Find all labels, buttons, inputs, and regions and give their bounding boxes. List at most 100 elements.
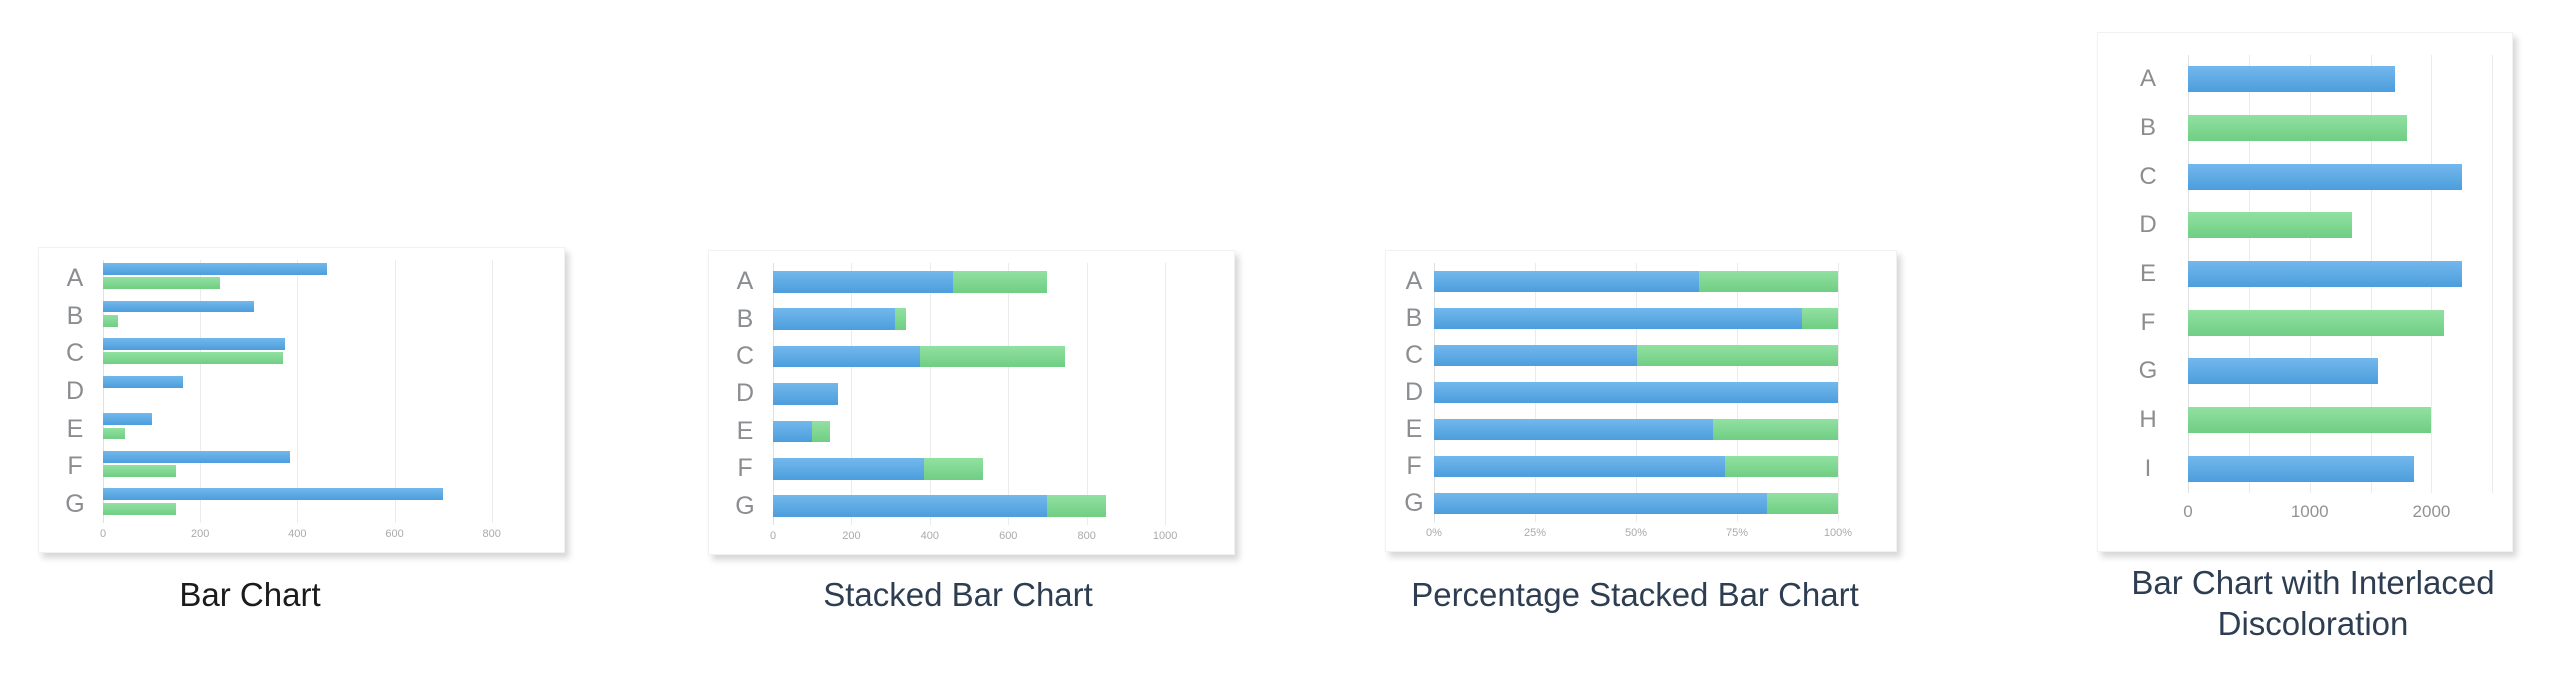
percentage-stacked-bar-chart-panel[interactable]: A B C D E F G 0% 25% 50% 75% 100%: [1385, 250, 1897, 552]
axis-tick-label: 50%: [1624, 527, 1648, 539]
axis-tick-label: 0: [99, 528, 107, 540]
bar-segment-green: [953, 270, 1048, 293]
bar-segment-green: [1724, 455, 1838, 478]
stacked-bar-chart-panel[interactable]: A B C D E F G 0 200 400 600 800 1000: [708, 250, 1235, 555]
category-label: B: [2139, 114, 2156, 141]
category-label: G: [735, 491, 755, 520]
bar-segment-green: [103, 465, 176, 477]
bar-segment-blue: [2188, 455, 2415, 482]
bar-row: [773, 375, 1220, 412]
axis-tick-label: 0: [769, 530, 777, 542]
gridline: [851, 263, 853, 525]
bar-chart-title: Bar Chart: [179, 576, 321, 613]
bar-row: [103, 410, 550, 448]
axis-tick-label: 200: [190, 528, 210, 540]
gridline: [1838, 263, 1839, 522]
bar-segment-blue: [1434, 492, 1767, 515]
bar-segment-blue: [1434, 455, 1725, 478]
bar-row: [2188, 396, 2496, 445]
interlaced-bar-chart-panel[interactable]: A B C D E F G H I 0 1000 2000: [2097, 32, 2513, 552]
bar-segment-blue: [2188, 358, 2378, 385]
bar-row: [103, 260, 550, 298]
bar-segment-blue: [103, 413, 152, 426]
bar-segment-green: [923, 457, 983, 480]
category-label: G: [65, 489, 85, 518]
bar-segment-blue: [103, 450, 291, 463]
bar-segment-blue: [2188, 163, 2462, 190]
axis-tick-label: 0%: [1426, 527, 1442, 539]
bar-segment-green: [1712, 418, 1838, 441]
category-label: A: [736, 267, 754, 296]
bar-row: [1434, 485, 1838, 522]
category-label: A: [66, 264, 84, 293]
gridline: [103, 260, 104, 523]
bar-segment-blue: [103, 338, 286, 350]
bar-row: [773, 450, 1220, 487]
bar-segment-green: [103, 314, 118, 327]
axis-tick-label: 200: [842, 530, 861, 542]
bar-row: [2188, 250, 2496, 299]
category-label: E: [66, 414, 84, 443]
bar-segment-green: [103, 502, 176, 515]
bar-row: [773, 300, 1220, 337]
bar-segment-blue: [1434, 381, 1838, 404]
bar-row: [2188, 55, 2496, 104]
bar-segment-blue: [773, 270, 954, 293]
bar-row: [773, 488, 1220, 525]
stacked-bar-chart-title: Stacked Bar Chart: [823, 576, 1093, 613]
axis-tick-label: 800: [482, 528, 501, 540]
chart-area: A B C D E F G 0 200 400 600 800: [47, 260, 550, 540]
category-label: C: [735, 342, 755, 371]
bar-segment-green: [1637, 344, 1838, 367]
interlaced-bar-chart-title: Bar Chart with Interlaced Discoloration: [2131, 564, 2495, 643]
bar-row: [2188, 444, 2496, 493]
gridline: [491, 260, 493, 523]
bar-segment-blue: [773, 345, 921, 368]
category-label: H: [2139, 406, 2157, 434]
bar-row: [103, 448, 550, 486]
bar-row: [773, 338, 1220, 375]
chart-area: A B C D E F G 0 200 400 600 800 1000: [717, 263, 1220, 542]
bar-row: [103, 298, 550, 336]
plot-area: 0 200 400 600 800: [100, 260, 550, 540]
bar-segment-green: [1766, 492, 1838, 515]
axis-tick-label: 600: [385, 528, 404, 540]
bar-segment-blue: [1434, 418, 1713, 441]
plot-area: 0 1000 2000: [2183, 55, 2496, 521]
axis-tick-label: 0: [2183, 502, 2193, 521]
bar-segment-green: [103, 277, 220, 290]
bar-row: [773, 263, 1220, 300]
bar-row: [1434, 300, 1838, 337]
bar-segment-green: [920, 345, 1066, 368]
axis-tick-label: 100%: [1823, 527, 1853, 539]
gridline: [297, 260, 299, 523]
bar-segment-green: [2188, 212, 2353, 239]
category-label: G: [1404, 489, 1424, 517]
bar-chart-panel[interactable]: A B C D E F G 0 200 400 600 800: [38, 247, 565, 553]
bar-segment-green: [1699, 270, 1838, 293]
category-label: F: [2140, 308, 2156, 336]
category-label: D: [2139, 211, 2157, 239]
percentage-stacked-bar-chart-title: Percentage Stacked Bar Chart: [1411, 576, 1859, 613]
bar-segment-green: [103, 427, 125, 440]
bar-segment-blue: [773, 495, 1048, 518]
chart-area: A B C D E F G 0% 25% 50% 75% 100%: [1394, 263, 1852, 539]
bar-row: [1434, 411, 1838, 448]
bar-segment-blue: [1434, 307, 1803, 330]
category-label: B: [736, 304, 754, 333]
bar-row: [103, 373, 550, 411]
bar-segment-blue: [1434, 344, 1638, 367]
axis-tick-label: 400: [920, 530, 940, 542]
chart-area: A B C D E F G H I 0 1000 2000: [2108, 55, 2496, 521]
bar-segment-blue: [773, 420, 813, 443]
bar-segment-green: [1802, 307, 1838, 330]
category-label: F: [1406, 452, 1422, 480]
bar-row: [2188, 298, 2496, 347]
axis-tick-label: 800: [1077, 530, 1096, 542]
bar-segment-green: [2188, 114, 2408, 142]
category-label: E: [1405, 415, 1423, 443]
bar-row: [2188, 201, 2496, 250]
plot-area: 0 200 400 600 800 1000: [770, 263, 1220, 542]
bar-segment-green: [2188, 309, 2444, 336]
category-label: B: [66, 301, 84, 330]
